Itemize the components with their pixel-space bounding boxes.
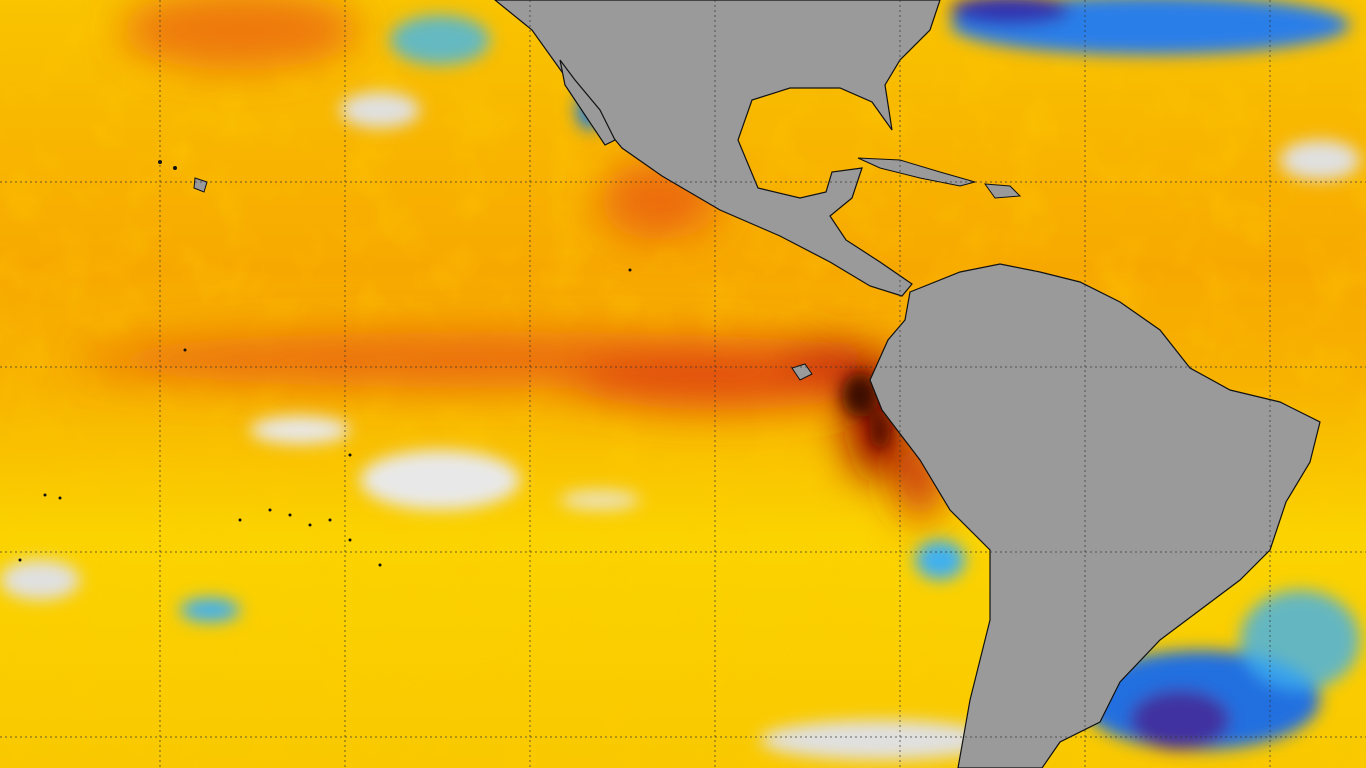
baja — [559, 59, 616, 146]
peak-anomaly — [842, 373, 890, 450]
islands — [18, 160, 632, 567]
hawaii — [193, 177, 208, 193]
hispaniola — [983, 183, 1022, 199]
galapagos — [791, 363, 813, 381]
cuba — [857, 157, 977, 187]
south-america — [869, 263, 1321, 768]
